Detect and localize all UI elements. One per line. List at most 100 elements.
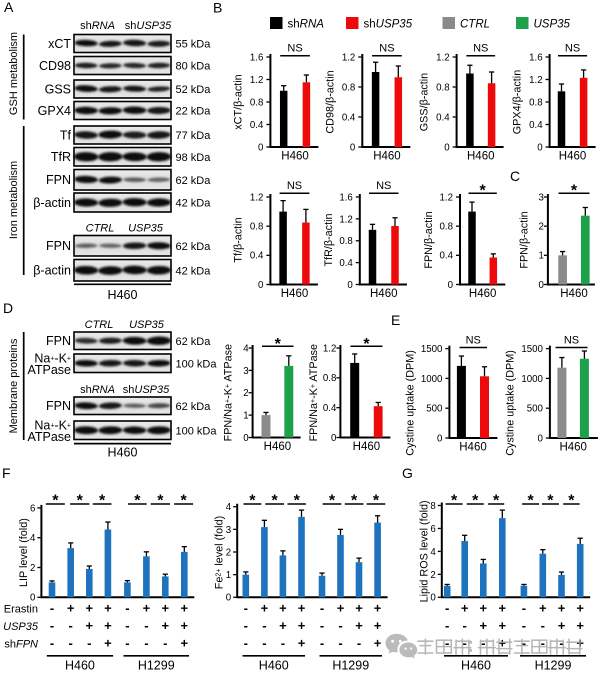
svg-text:G: G [402,465,413,481]
svg-text:-: - [144,635,148,650]
svg-text:-: - [69,618,73,633]
svg-text:H460: H460 [370,288,398,300]
svg-text:D: D [3,300,13,316]
svg-text:0.8: 0.8 [529,97,542,108]
svg-text:+: + [558,618,566,633]
svg-text:+: + [355,601,363,616]
svg-text:+: + [355,618,363,633]
svg-text:*: * [571,183,578,200]
svg-text:*: * [180,493,187,510]
svg-text:FPN/β-actin: FPN/β-actin [519,211,531,268]
svg-text:0: 0 [243,433,249,444]
svg-text:+: + [576,601,584,616]
svg-text:-: - [125,635,129,650]
svg-text:4: 4 [430,547,436,558]
svg-text:0.4: 0.4 [250,120,264,131]
svg-text:+: + [86,618,94,633]
svg-text:NS: NS [473,43,488,55]
svg-text:0: 0 [226,593,232,604]
svg-text:42 kDa: 42 kDa [176,265,212,277]
svg-text:2: 2 [30,563,35,574]
svg-text:0: 0 [331,433,337,444]
svg-text:-: - [125,618,129,633]
svg-text:USP35: USP35 [128,223,164,235]
svg-text:-: - [50,635,54,650]
svg-text:0: 0 [350,142,356,153]
svg-text:GPX4/β-actin: GPX4/β-actin [512,70,524,134]
svg-text:Fe2+ level (fold): Fe2+ level (fold) [214,516,226,589]
svg-text:+: + [279,618,287,633]
svg-text:CTRL: CTRL [460,18,490,30]
svg-text:H460: H460 [108,446,138,460]
svg-text:xCT/β-actin: xCT/β-actin [232,74,244,129]
svg-text:0: 0 [258,280,264,291]
svg-text:CTRL: CTRL [85,319,114,331]
svg-text:CD98: CD98 [39,59,71,73]
svg-text:F: F [2,465,11,481]
svg-text:*: * [568,493,575,510]
svg-text:-: - [559,635,563,650]
svg-text:4: 4 [226,502,232,513]
svg-text:-: - [445,601,449,616]
svg-text:80 kDa: 80 kDa [176,61,212,73]
svg-text:+: + [374,601,382,616]
svg-text:*: * [275,336,282,353]
svg-text:0.8: 0.8 [339,236,352,247]
svg-text:+: + [374,618,382,633]
svg-text:B: B [213,0,222,16]
svg-text:*: * [249,493,256,510]
svg-text:NS: NS [376,180,391,192]
svg-text:1.2: 1.2 [440,192,453,203]
svg-text:+: + [67,601,75,616]
svg-text:ATPase: ATPase [27,363,71,377]
svg-text:H460: H460 [65,659,95,673]
svg-text:H460: H460 [559,151,587,163]
svg-text:+: + [558,601,566,616]
svg-text:0.4: 0.4 [339,258,353,269]
svg-text:*: * [52,493,59,510]
svg-text:H1299: H1299 [332,659,369,673]
svg-text:H460: H460 [353,441,381,453]
svg-text:0.8: 0.8 [250,222,263,233]
svg-text:0.4: 0.4 [342,112,356,123]
svg-text:FPN/β-actin: FPN/β-actin [423,211,435,268]
svg-text:H460: H460 [373,151,401,163]
svg-text:Membrane proteins: Membrane proteins [8,338,20,433]
svg-text:H1299: H1299 [138,659,175,673]
svg-text:A: A [4,0,14,15]
svg-text:+: + [499,618,507,633]
svg-text:500: 500 [426,404,443,415]
svg-text:3: 3 [243,366,248,377]
svg-text:H460: H460 [459,442,487,454]
svg-text:Lipid ROS level (fold): Lipid ROS level (fold) [418,500,430,602]
svg-text:Tf: Tf [60,128,72,142]
svg-text:Na+-K+: Na+-K+ [34,352,71,366]
svg-text:62 kDa: 62 kDa [176,336,212,348]
svg-text:0.4: 0.4 [529,120,543,131]
svg-text:FPN/Na+-K+ ATPase: FPN/Na+-K+ ATPase [223,344,235,441]
svg-text:1.2: 1.2 [529,75,542,86]
svg-text:-: - [320,635,324,650]
svg-text:+: + [499,601,507,616]
svg-text:1.2: 1.2 [323,343,336,354]
svg-text:0: 0 [537,142,543,153]
svg-text:Tf/β-actin: Tf/β-actin [232,217,244,262]
svg-text:1.6: 1.6 [529,52,542,63]
svg-text:-: - [445,618,449,633]
svg-text:H460: H460 [264,441,292,453]
svg-text:*: * [272,493,279,510]
svg-text:*: * [77,493,84,510]
svg-text:NS: NS [564,335,579,347]
svg-text:-: - [50,618,54,633]
svg-text:0.8: 0.8 [250,97,263,108]
svg-text:+: + [104,618,112,633]
svg-text:0: 0 [430,593,436,604]
svg-text:+: + [279,601,287,616]
svg-text:-: - [244,635,248,650]
svg-text:*: * [527,493,534,510]
svg-text:1000: 1000 [521,374,543,385]
svg-text:1.2: 1.2 [342,52,355,63]
svg-text:NS: NS [379,43,394,55]
svg-text:*: * [134,493,141,510]
svg-text:1: 1 [539,251,544,262]
